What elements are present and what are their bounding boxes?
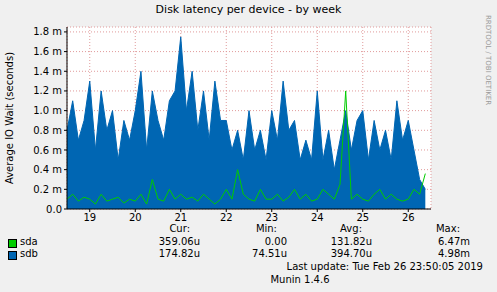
html-text:sda: sda (20, 236, 38, 247)
html-text:131.82u: 131.82u (330, 236, 372, 247)
html-text:Average IO Wait (seconds): Average IO Wait (seconds) (4, 51, 15, 185)
svg-text:20: 20 (129, 212, 142, 223)
svg-text:25: 25 (356, 212, 369, 223)
svg-text:21: 21 (174, 212, 187, 223)
svg-text:26: 26 (402, 212, 415, 223)
svg-text:24: 24 (311, 212, 324, 223)
html-text:RRDTOOL / TOBI OETIKER: RRDTOOL / TOBI OETIKER (484, 14, 492, 106)
html-text:0.00: 0.00 (264, 236, 287, 247)
html-text:Last update: Tue Feb 26 23:50:: Last update: Tue Feb 26 23:50:05 2019 (286, 261, 483, 272)
html-text:Max:: Max: (436, 223, 460, 234)
svg-text:0.0: 0.0 (46, 204, 62, 215)
html-text:Min:: Min: (255, 223, 277, 234)
svg-text:22: 22 (220, 212, 233, 223)
html-text:Munin 1.4.6: Munin 1.4.6 (270, 274, 330, 285)
html-text:174.82u: 174.82u (158, 248, 200, 259)
svg-text:1.8 m: 1.8 m (33, 26, 62, 37)
svg-text:1.2 m: 1.2 m (33, 85, 62, 96)
svg-text:1.4 m: 1.4 m (33, 66, 62, 77)
html-text:74.51u: 74.51u (252, 248, 287, 259)
svg-text:23: 23 (265, 212, 278, 223)
svg-text:19: 19 (83, 212, 96, 223)
html-text:Avg:: Avg: (340, 223, 362, 234)
html-text:sdb: sdb (20, 248, 38, 259)
svg-text:0.6 m: 0.6 m (33, 145, 62, 156)
html-text:6.47m: 6.47m (438, 236, 470, 247)
html-text:4.98m: 4.98m (438, 248, 470, 259)
html-text:359.06u: 359.06u (158, 236, 200, 247)
svg-text:0.8 m: 0.8 m (33, 125, 62, 136)
svg-text:1.0 m: 1.0 m (33, 105, 62, 116)
html-text:Disk latency per device - by w: Disk latency per device - by week (155, 3, 342, 16)
svg-text:0.4 m: 0.4 m (33, 164, 62, 175)
html-text:394.70u: 394.70u (330, 248, 372, 259)
svg-text:1.6 m: 1.6 m (33, 46, 62, 57)
svg-text:0.2 m: 0.2 m (33, 184, 62, 195)
html-text:Cur:: Cur: (169, 223, 190, 234)
